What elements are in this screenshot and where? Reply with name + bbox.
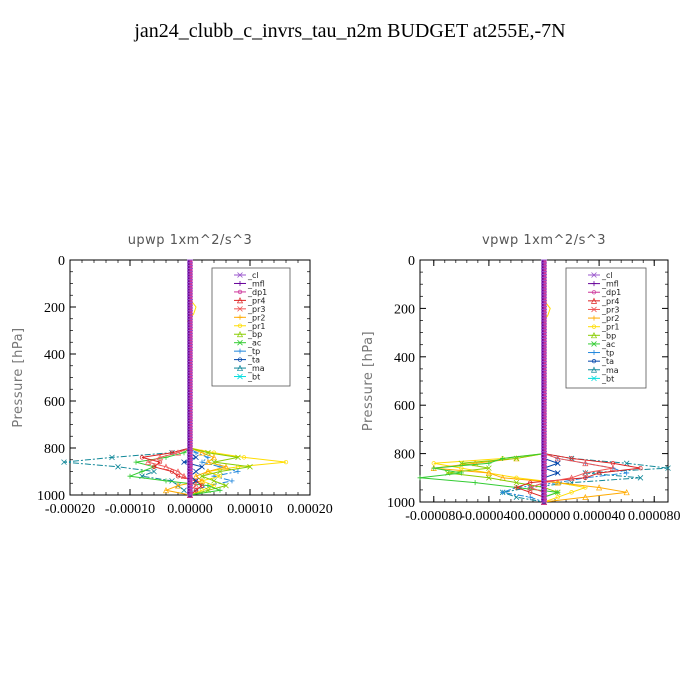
series-markers-pr2	[162, 444, 230, 498]
x-tick-label: 0.00020	[287, 502, 333, 517]
legend-item-mfl: _mfl	[234, 279, 265, 288]
legend-label: _ta	[247, 356, 260, 365]
series-line-pr3	[146, 260, 197, 495]
legend-label: _cl	[601, 271, 613, 280]
legend-item-cl: _cl	[588, 271, 613, 280]
series-line-pr4	[514, 260, 641, 502]
series-line-bp	[189, 260, 251, 496]
legend-item-bp: _bp	[588, 331, 616, 340]
y-tick-label: 800	[44, 442, 65, 457]
legend-item-pr2: _pr2	[588, 314, 619, 323]
legend-item-ta: _ta	[588, 357, 614, 366]
legend-box	[565, 267, 647, 389]
y-tick-label: 400	[44, 348, 65, 363]
legend-label: _pr1	[247, 322, 265, 331]
series-zero-markers	[541, 259, 547, 502]
legend-label: _bp	[601, 331, 616, 340]
x-tick-label: -0.00010	[105, 502, 155, 517]
series-markers-pr3	[144, 444, 200, 498]
legend-label: _ac	[247, 339, 261, 348]
series-line-ac	[419, 260, 558, 502]
legend-item-ta: _ta	[234, 356, 260, 365]
y-tick-label: 0	[58, 254, 65, 269]
legend-label: _pr2	[247, 313, 265, 322]
x-tick-label: -0.000040	[460, 509, 517, 524]
legend-label: _ta	[601, 357, 614, 366]
y-tick-label: 1000	[37, 489, 65, 504]
y-axis-label: Pressure [hPa]	[11, 327, 26, 427]
legend-item-bt: _bt	[588, 374, 614, 383]
legend-label: _dp1	[247, 288, 267, 297]
legend-item-cl: _cl	[234, 271, 259, 280]
series-line-tp	[189, 260, 239, 496]
panel-title: upwp 1xm^2/s^3	[128, 233, 253, 248]
legend-label: _pr3	[247, 305, 265, 314]
legend-item-dp1: _dp1	[588, 288, 621, 297]
legend-label: _pr1	[601, 323, 619, 332]
legend-label: _dp1	[601, 288, 621, 297]
chart-panel-1: upwp 1xm^2/s^3 Pressure [hPa] 0 200 400 600 80…	[11, 233, 333, 517]
legend-label: _tp	[601, 349, 614, 358]
y-tick-label: 600	[44, 395, 65, 410]
legend-label: _ac	[601, 340, 615, 349]
x-tick-label: 0.000080	[628, 509, 681, 524]
legend-item-tp: _tp	[234, 347, 260, 356]
x-tick-label: -0.00020	[45, 502, 95, 517]
legend-item-pr1: _pr1	[234, 322, 265, 331]
legend-label: _ma	[601, 366, 619, 375]
legend: _cl_mfl_dp1_pr4_pr3_pr2_pr1_bp_ac_tp_ta_…	[565, 267, 647, 389]
legend-item-ac: _ac	[234, 339, 261, 348]
legend-item-pr3: _pr3	[588, 305, 619, 314]
y-tick-label: 1000	[387, 496, 415, 511]
series-line-ma	[63, 260, 191, 496]
legend-label: _bp	[247, 330, 262, 339]
series-markers-ma	[61, 445, 193, 498]
x-tick-label: 0.000000	[518, 509, 571, 524]
legend-label: _pr2	[601, 314, 619, 323]
y-tick-label: 200	[44, 301, 65, 316]
y-tick-label: 400	[394, 351, 415, 366]
legend-item-mfl: _mfl	[588, 280, 619, 289]
x-tick-label: -0.000080	[405, 509, 462, 524]
legend-item-pr1: _pr1	[588, 323, 619, 332]
legend-item-pr4: _pr4	[588, 297, 619, 306]
panel-title: vpwp 1xm^2/s^3	[482, 233, 606, 248]
chart-panel-2: vpwp 1xm^2/s^3 Pressure [hPa] 0 200 400 600 80…	[361, 233, 680, 524]
legend-label: _ma	[247, 364, 265, 373]
legend-item-ma: _ma	[588, 366, 619, 375]
legend-label: _bt	[601, 374, 614, 383]
y-tick-label: 0	[408, 254, 415, 269]
legend-label: _pr4	[247, 296, 265, 305]
legend-label: _cl	[247, 271, 259, 280]
series-line-pr4	[141, 260, 203, 496]
legend-item-bp: _bp	[234, 330, 262, 339]
legend-item-ma: _ma	[234, 364, 265, 373]
y-tick-label: 800	[394, 448, 415, 463]
legend-item-ac: _ac	[588, 340, 615, 349]
legend-label: _bt	[247, 373, 260, 382]
legend: _cl_mfl_dp1_pr4_pr3_pr2_pr1_bp_ac_tp_ta_…	[211, 267, 291, 387]
legend-item-pr4: _pr4	[234, 296, 265, 305]
legend-item-tp: _tp	[588, 349, 614, 358]
y-axis-label: Pressure [hPa]	[361, 331, 376, 431]
legend-item-bt: _bt	[234, 373, 260, 382]
series-zero-markers	[187, 259, 193, 495]
y-tick-label: 600	[394, 399, 415, 414]
page-title: jan24_clubb_c_invrs_tau_n2m BUDGET at255…	[134, 20, 566, 42]
legend-label: _pr4	[601, 297, 619, 306]
legend-item-pr3: _pr3	[234, 305, 265, 314]
legend-label: _mfl	[247, 279, 265, 288]
legend-label: _tp	[247, 347, 260, 356]
legend-box	[211, 267, 291, 387]
series-line-ac	[129, 260, 222, 496]
legend-label: _mfl	[601, 280, 619, 289]
y-tick-label: 200	[394, 302, 415, 317]
legend-item-pr2: _pr2	[234, 313, 265, 322]
legend-item-dp1: _dp1	[234, 288, 267, 297]
x-tick-label: 0.00000	[167, 502, 213, 517]
x-tick-label: 0.00010	[227, 502, 273, 517]
x-tick-label: 0.000040	[573, 509, 626, 524]
legend-label: _pr3	[601, 305, 619, 314]
